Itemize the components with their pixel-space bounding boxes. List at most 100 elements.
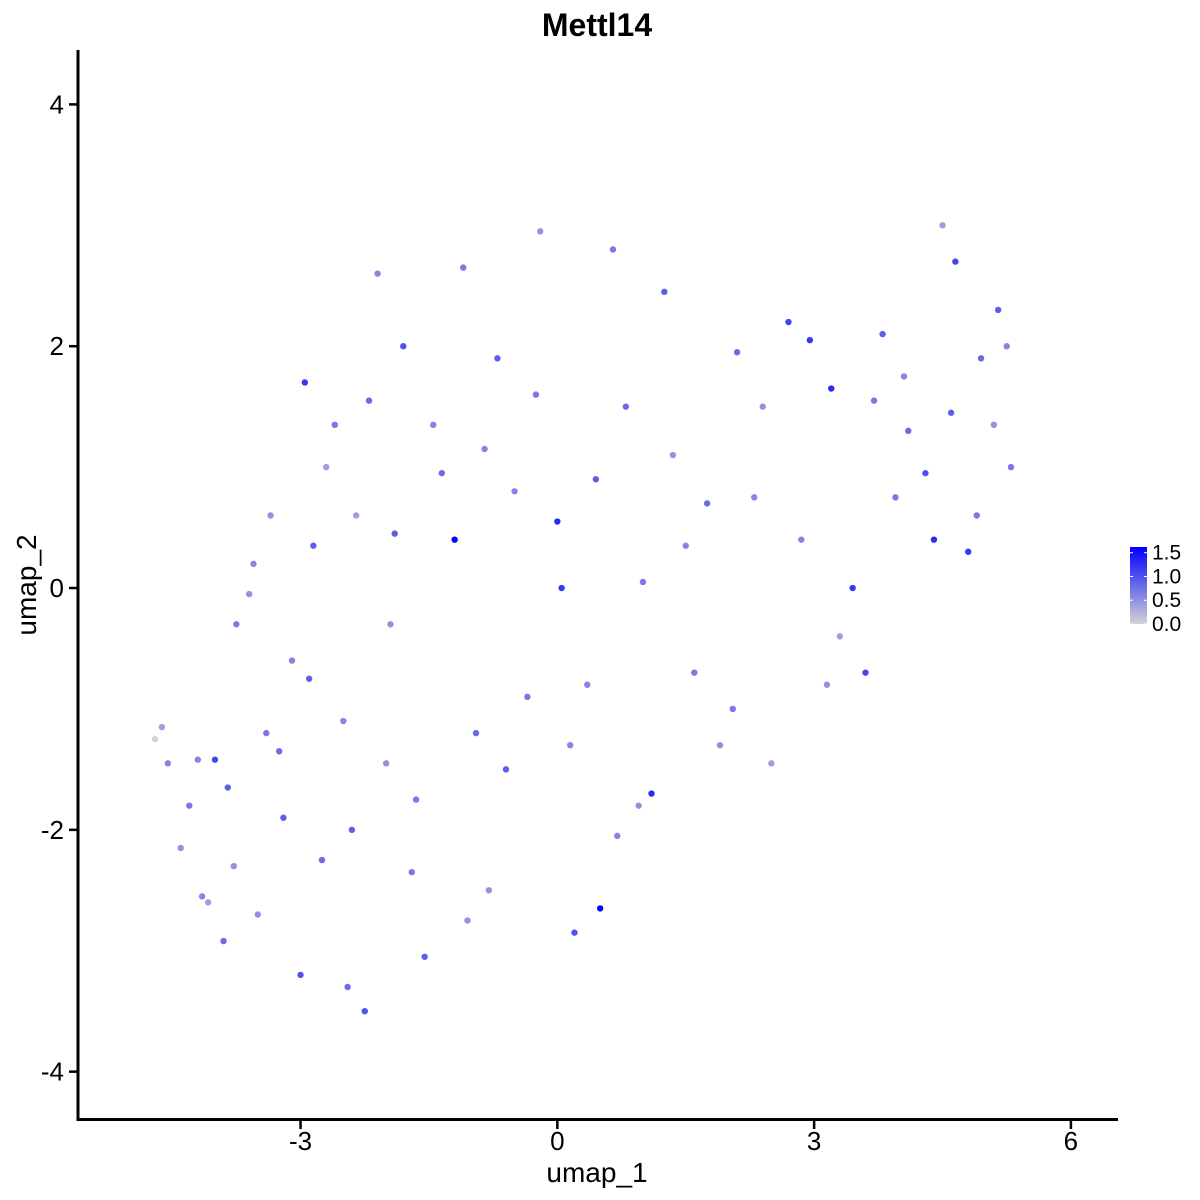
data-point: [900, 373, 908, 380]
y-tick-label: 2: [50, 331, 64, 361]
data-point: [352, 512, 360, 519]
data-point: [849, 584, 856, 592]
y-axis-ticks: -4 -2 0 2 4: [41, 89, 77, 1087]
data-point: [280, 814, 287, 821]
data-point: [879, 330, 886, 338]
data-point: [412, 796, 420, 803]
data-point: [592, 476, 600, 483]
data-point: [186, 802, 193, 809]
data-point: [438, 469, 445, 477]
data-point: [194, 756, 202, 763]
data-point: [661, 288, 668, 296]
data-point: [1007, 463, 1015, 471]
y-tick-label: 4: [50, 89, 64, 119]
data-point: [768, 760, 775, 767]
data-point: [310, 542, 317, 549]
data-point: [952, 258, 959, 265]
data-point: [558, 584, 565, 592]
data-point: [481, 445, 488, 453]
data-point: [939, 222, 946, 229]
data-point: [703, 500, 711, 507]
x-tick-label: -3: [289, 1126, 312, 1156]
data-point: [596, 905, 604, 912]
data-point: [263, 729, 270, 737]
x-axis-ticks: -3 0 3 6: [289, 1121, 1078, 1156]
data-point: [288, 657, 296, 664]
points-layer: [151, 222, 1015, 1015]
data-point: [905, 427, 912, 435]
data-point: [566, 741, 574, 749]
data-point: [164, 760, 172, 767]
data-point: [275, 748, 283, 755]
data-point: [408, 868, 416, 876]
data-point: [554, 518, 561, 525]
data-point: [733, 349, 741, 356]
data-point: [151, 735, 159, 743]
legend-label: 0.0: [1152, 613, 1181, 636]
data-point: [823, 681, 831, 688]
data-point: [635, 802, 642, 809]
data-point: [233, 621, 240, 628]
data-point: [451, 536, 458, 543]
data-point: [639, 578, 647, 586]
data-point: [977, 355, 985, 362]
data-point: [365, 397, 373, 404]
data-point: [344, 983, 351, 991]
data-point: [537, 228, 544, 235]
data-point: [870, 397, 878, 404]
data-point: [965, 548, 972, 555]
y-tick-label: 0: [50, 573, 64, 603]
data-point: [301, 379, 309, 386]
data-point: [400, 343, 407, 350]
data-point: [836, 633, 844, 640]
color-bar: [1130, 547, 1147, 624]
data-point: [459, 264, 467, 271]
data-point: [785, 318, 792, 326]
data-point: [430, 421, 437, 429]
data-point: [340, 717, 347, 725]
data-point: [729, 705, 737, 713]
data-point: [421, 953, 428, 960]
data-point: [994, 306, 1002, 314]
data-point: [571, 929, 578, 936]
data-point: [609, 246, 617, 253]
data-point: [485, 887, 493, 894]
data-point: [716, 741, 724, 749]
y-tick-label: -4: [41, 1057, 64, 1087]
x-axis-title: umap_1: [546, 1157, 647, 1188]
legend-label: 1.0: [1152, 565, 1181, 588]
data-point: [245, 590, 253, 598]
data-point: [224, 784, 231, 791]
x-tick-label: 3: [807, 1126, 821, 1156]
data-point: [828, 385, 835, 392]
data-point: [622, 403, 630, 410]
data-point: [532, 391, 540, 398]
data-point: [297, 971, 304, 979]
data-point: [250, 560, 257, 568]
legend-label: 0.5: [1152, 589, 1181, 612]
data-point: [798, 536, 805, 543]
data-point: [305, 675, 313, 682]
data-point: [584, 681, 591, 688]
data-point: [267, 512, 274, 519]
data-point: [1003, 343, 1010, 350]
data-point: [323, 463, 330, 471]
data-point: [204, 899, 212, 906]
data-point: [862, 669, 869, 676]
data-point: [177, 844, 184, 852]
data-point: [331, 421, 338, 429]
x-tick-label: 6: [1064, 1126, 1078, 1156]
y-tick-label: -2: [41, 815, 64, 845]
y-axis-title: umap_2: [11, 534, 42, 635]
data-point: [254, 911, 261, 918]
data-point: [348, 826, 356, 834]
data-point: [930, 536, 938, 543]
data-point: [464, 917, 471, 924]
legend-label: 1.5: [1152, 542, 1181, 565]
color-legend: 0.00.51.01.5: [1130, 542, 1181, 636]
data-point: [669, 451, 677, 459]
data-point: [922, 469, 929, 477]
data-point: [391, 530, 398, 537]
data-point: [524, 693, 531, 701]
plot-title: Mettl14: [542, 7, 652, 43]
